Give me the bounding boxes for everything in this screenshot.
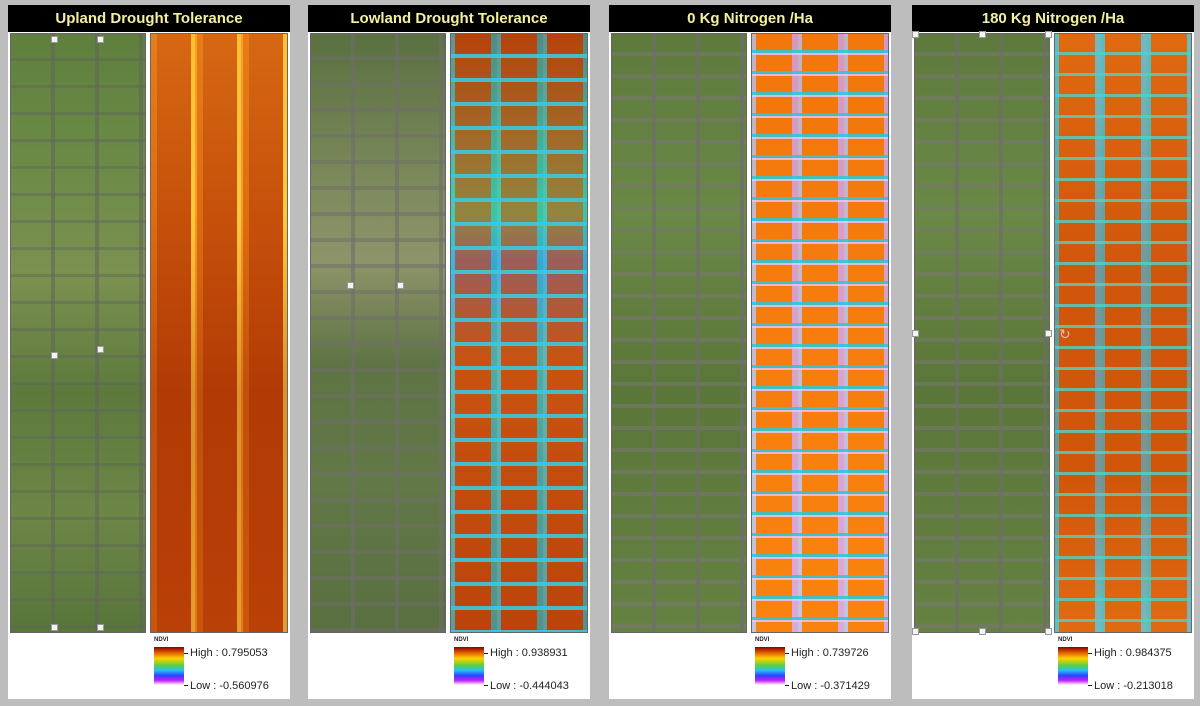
panel-lowland-drought: Lowland Drought Tolerance NDVI High : 0.… <box>308 5 590 699</box>
ramp-tick <box>484 653 488 654</box>
selection-handle[interactable] <box>1045 330 1052 337</box>
legend-label: NDVI <box>154 637 169 643</box>
panel-0kg-nitrogen: 0 Kg Nitrogen /Ha NDVI High : 0.739726 L… <box>609 5 891 699</box>
ramp-tick <box>785 653 789 654</box>
ramp-tick <box>1088 685 1092 686</box>
image-row <box>310 33 588 633</box>
legend-label: NDVI <box>1058 637 1073 643</box>
image-row <box>611 33 889 633</box>
panel-title: Lowland Drought Tolerance <box>308 5 590 32</box>
legend-low: Low : -0.213018 <box>1094 680 1173 692</box>
rgb-field-image <box>611 33 747 633</box>
ndvi-legend: NDVI High : 0.795053 Low : -0.560976 <box>154 637 290 697</box>
selection-handle[interactable] <box>912 330 919 337</box>
ramp-tick <box>184 685 188 686</box>
ndvi-legend: NDVI High : 0.938931 Low : -0.444043 <box>454 637 590 697</box>
ndvi-field-image <box>450 33 588 633</box>
legend-high: High : 0.984375 <box>1094 647 1172 659</box>
ground-marker <box>51 36 58 43</box>
legend-high: High : 0.739726 <box>791 647 869 659</box>
ground-marker <box>51 624 58 631</box>
image-row: ↻ <box>912 31 1192 635</box>
ndvi-field-image <box>150 33 288 633</box>
ndvi-legend: NDVI High : 0.739726 Low : -0.371429 <box>755 637 891 697</box>
legend-label: NDVI <box>755 637 770 643</box>
image-row <box>10 33 288 633</box>
panel-180kg-nitrogen: 180 Kg Nitrogen /Ha ↻ NDVI High : 0.9843… <box>912 5 1194 699</box>
color-ramp <box>755 647 785 685</box>
color-ramp <box>454 647 484 685</box>
panel-title: Upland Drought Tolerance <box>8 5 290 32</box>
panel-title: 180 Kg Nitrogen /Ha <box>912 5 1194 32</box>
panel-upland-drought: Upland Drought Tolerance NDVI High : 0.7… <box>8 5 290 699</box>
selection-handle[interactable] <box>912 31 919 38</box>
rgb-field-image[interactable] <box>912 31 1052 635</box>
selection-handle[interactable] <box>979 31 986 38</box>
ground-marker <box>347 282 354 289</box>
ground-marker <box>97 624 104 631</box>
legend-high: High : 0.795053 <box>190 647 268 659</box>
color-ramp <box>1058 647 1088 685</box>
rgb-field-image <box>310 33 446 633</box>
ramp-tick <box>184 653 188 654</box>
legend-low: Low : -0.371429 <box>791 680 870 692</box>
ndvi-field-image: ↻ <box>1054 33 1192 633</box>
ground-marker <box>97 36 104 43</box>
ground-marker <box>97 346 104 353</box>
ramp-tick <box>785 685 789 686</box>
ground-marker <box>51 352 58 359</box>
ndvi-field-image <box>751 33 889 633</box>
legend-low: Low : -0.444043 <box>490 680 569 692</box>
color-ramp <box>154 647 184 685</box>
ramp-tick <box>484 685 488 686</box>
ground-marker <box>397 282 404 289</box>
legend-low: Low : -0.560976 <box>190 680 269 692</box>
selection-handle[interactable] <box>1045 31 1052 38</box>
ndvi-legend: NDVI High : 0.984375 Low : -0.213018 <box>1058 637 1194 697</box>
ramp-tick <box>1088 653 1092 654</box>
selection-handle[interactable] <box>1045 628 1052 635</box>
selection-handle[interactable] <box>912 628 919 635</box>
panel-title: 0 Kg Nitrogen /Ha <box>609 5 891 32</box>
rgb-field-image <box>10 33 146 633</box>
legend-high: High : 0.938931 <box>490 647 568 659</box>
rotate-handle-icon[interactable]: ↻ <box>1059 326 1071 342</box>
legend-label: NDVI <box>454 637 469 643</box>
selection-handle[interactable] <box>979 628 986 635</box>
